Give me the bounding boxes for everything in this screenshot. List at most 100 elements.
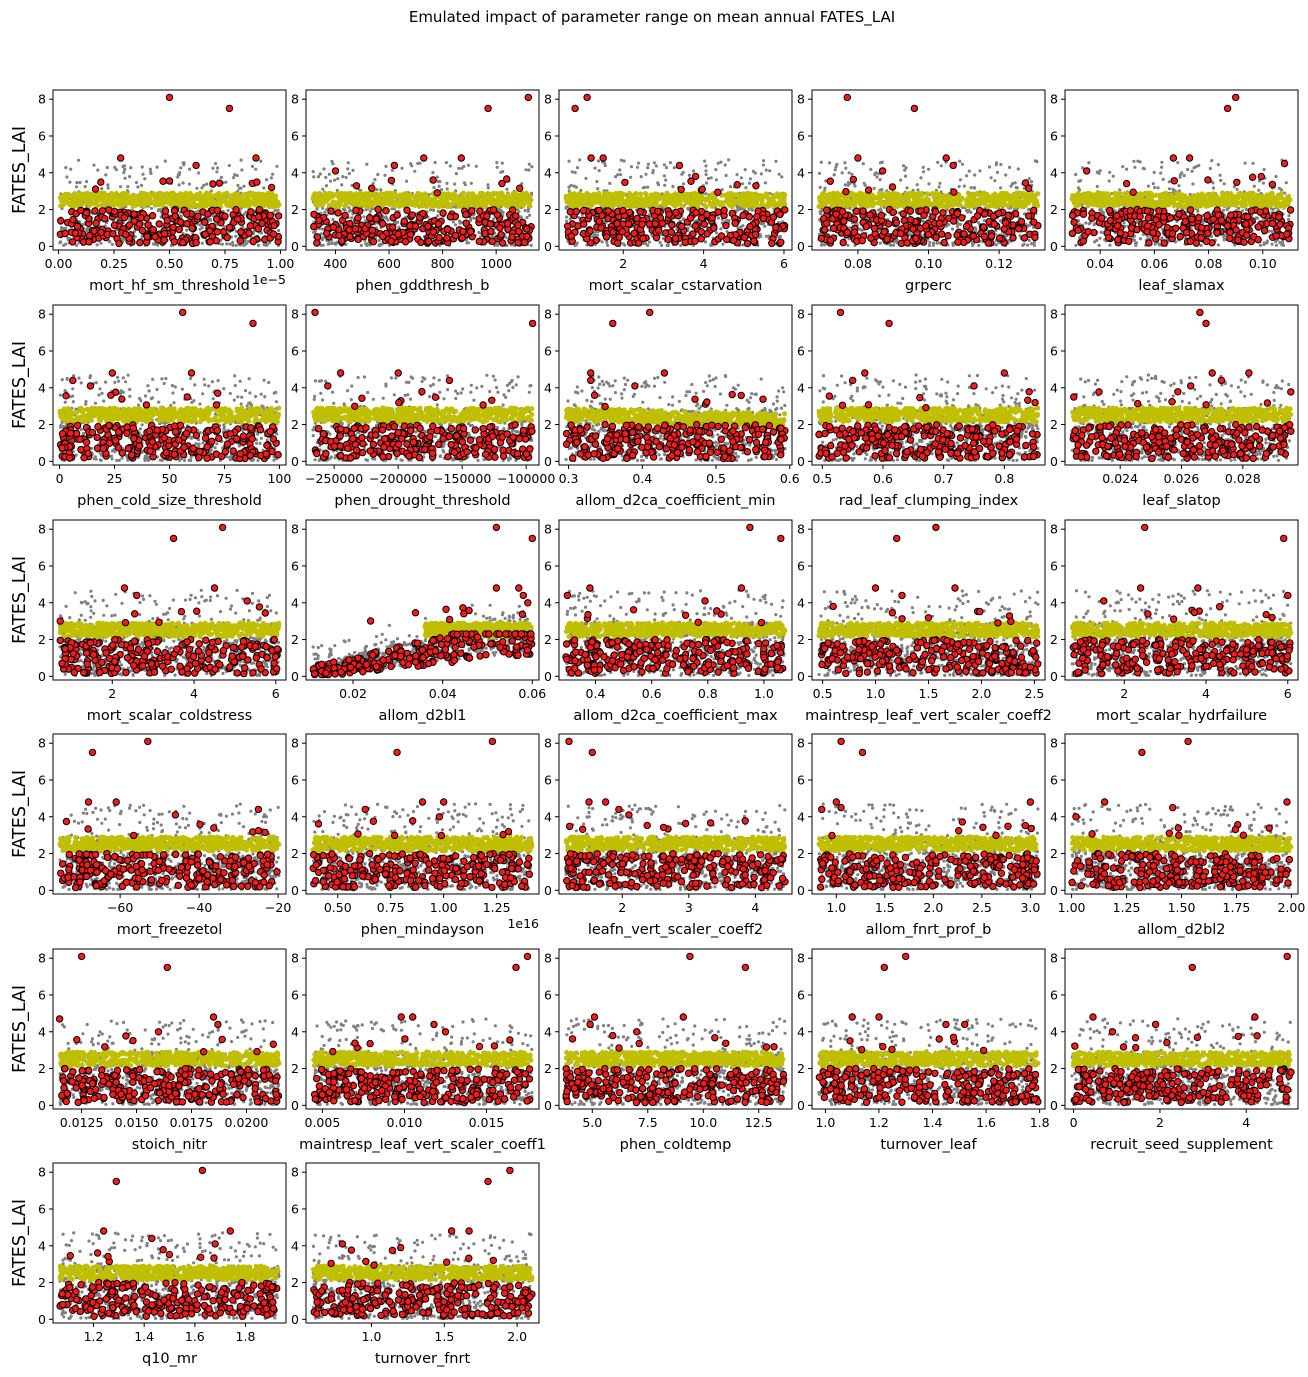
y-tick-label: 6	[38, 987, 46, 1002]
x-tick-label: 1.00	[1058, 900, 1086, 915]
subplot-phen_gddthresh_b: 0 2 4 6 8 400 600 800 1000 phen_gddthresh_b	[291, 89, 540, 294]
axes-frame	[52, 519, 287, 681]
x-tick-label: 2.5	[972, 900, 992, 915]
axes-frame	[305, 89, 540, 251]
x-tick-label: 0.75	[211, 256, 239, 271]
y-tick-label: 2	[291, 202, 299, 217]
y-tick-label: 8	[291, 92, 299, 107]
y-tick-label: 8	[797, 522, 805, 537]
y-tick-label: 6	[797, 128, 805, 143]
red-points	[562, 523, 787, 677]
outlier-point	[112, 798, 120, 806]
x-tick-label: 2.00	[1277, 900, 1305, 915]
x-tick-label: 0.6	[642, 686, 662, 701]
red-points	[55, 952, 283, 1107]
x-tick-label: 0.12	[985, 256, 1013, 271]
x-tick-label: 12.5	[745, 1115, 773, 1130]
x-tick-label: 1.0	[754, 686, 774, 701]
outlier-point	[601, 798, 610, 806]
x-tick-label: 0.06	[1140, 256, 1168, 271]
x-tick-label: 5.0	[582, 1115, 602, 1130]
y-tick-label: 4	[544, 809, 552, 824]
y-tick-label: 6	[1050, 558, 1058, 573]
axes-frame	[1064, 519, 1299, 681]
outlier-point	[506, 1166, 514, 1175]
x-tick-label: 2	[619, 256, 627, 271]
red-points	[563, 737, 789, 892]
outlier-point	[112, 1177, 121, 1186]
outlier-point	[198, 1166, 207, 1175]
outlier-point	[858, 748, 867, 757]
x-tick-label: 0.08	[1195, 256, 1223, 271]
yellow-points	[311, 405, 535, 425]
outlier-point	[1284, 591, 1292, 600]
outlier-point	[390, 161, 399, 170]
y-tick-label: 0	[291, 454, 299, 469]
scatter-points	[310, 952, 534, 1107]
subplot-grperc: 0 2 4 6 8 0.08 0.10 0.12 grperc	[797, 89, 1046, 294]
y-tick-label: 4	[544, 380, 552, 395]
x-axis-label: leaf_slamax	[1138, 278, 1225, 294]
outlier-point	[528, 319, 537, 328]
yellow-points	[311, 1049, 534, 1069]
y-tick-label: 6	[544, 343, 552, 358]
subplot-phen_cold_size_threshold: 0 2 4 6 8 0 25 50 75 100 phen_cold_size_threshold F…	[10, 304, 291, 509]
y-tick-label: 8	[544, 307, 552, 322]
x-tick-label: 7.5	[638, 1115, 658, 1130]
y-tick-label: 6	[291, 772, 299, 787]
y-tick-label: 8	[1050, 736, 1058, 751]
y-tick-label: 2	[291, 632, 299, 647]
outlier-point	[741, 963, 750, 972]
x-tick-label: 1.0	[866, 686, 886, 701]
y-tick-label: 4	[544, 1024, 552, 1039]
y-tick-label: 4	[38, 1238, 46, 1253]
outlier-point	[243, 597, 251, 605]
x-tick-label: 0.0150	[115, 1115, 159, 1130]
outlier-point	[1169, 803, 1177, 812]
y-tick-label: 0	[291, 883, 299, 898]
outlier-point	[84, 798, 93, 806]
outlier-point	[942, 154, 950, 162]
axes-frame	[305, 1162, 540, 1324]
x-tick-label: 0	[1070, 1115, 1078, 1130]
scatter-points	[1069, 308, 1295, 463]
outlier-point	[1280, 534, 1288, 543]
y-tick-label: 6	[1050, 987, 1058, 1002]
scatter-points	[563, 737, 789, 892]
x-axis-label: allom_d2bl1	[378, 708, 466, 724]
outlier-point	[409, 1013, 417, 1021]
y-axis-label: FATES_LAI	[10, 1199, 30, 1287]
figure-title: Emulated impact of parameter range on me…	[409, 8, 895, 27]
red-points	[57, 737, 281, 892]
axes-frame	[811, 304, 1046, 466]
yellow-points	[57, 620, 282, 640]
outlier-point	[1202, 319, 1210, 328]
y-tick-label: 4	[797, 595, 805, 610]
y-tick-label: 4	[291, 595, 299, 610]
outlier-point	[1108, 1028, 1117, 1036]
y-tick-label: 6	[38, 128, 46, 143]
y-tick-label: 8	[291, 736, 299, 751]
y-tick-label: 2	[797, 1061, 805, 1076]
x-tick-label: 0.08	[844, 256, 872, 271]
y-tick-label: 0	[291, 669, 299, 684]
x-tick-label: 1.75	[1223, 900, 1251, 915]
outlier-point	[633, 1028, 641, 1036]
axes-frame	[52, 1162, 287, 1324]
x-tick-label: −250000	[305, 471, 363, 486]
x-tick-label: 0.7	[934, 471, 954, 486]
y-tick-label: 2	[1050, 1061, 1058, 1076]
yellow-points	[1069, 190, 1293, 210]
outlier-point	[1185, 154, 1194, 162]
y-tick-label: 2	[797, 846, 805, 861]
x-tick-label: 6	[1284, 686, 1292, 701]
red-points	[816, 737, 1041, 891]
x-tick-label: 2.0	[923, 900, 943, 915]
scatter-points	[57, 737, 282, 892]
axes-frame	[558, 733, 793, 895]
y-tick-label: 8	[1050, 307, 1058, 322]
x-tick-label: 0.005	[305, 1115, 341, 1130]
outlier-point	[488, 737, 497, 746]
x-tick-label: 0.8	[994, 471, 1014, 486]
x-tick-label: 600	[377, 256, 401, 271]
